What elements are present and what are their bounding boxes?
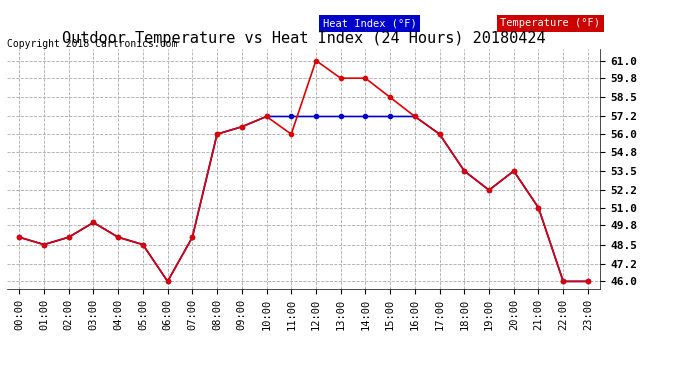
Text: Heat Index (°F): Heat Index (°F) [323,18,416,28]
Text: Temperature (°F): Temperature (°F) [500,18,600,28]
Title: Outdoor Temperature vs Heat Index (24 Hours) 20180424: Outdoor Temperature vs Heat Index (24 Ho… [62,31,545,46]
Text: Copyright 2018 Cartronics.com: Copyright 2018 Cartronics.com [7,39,177,50]
